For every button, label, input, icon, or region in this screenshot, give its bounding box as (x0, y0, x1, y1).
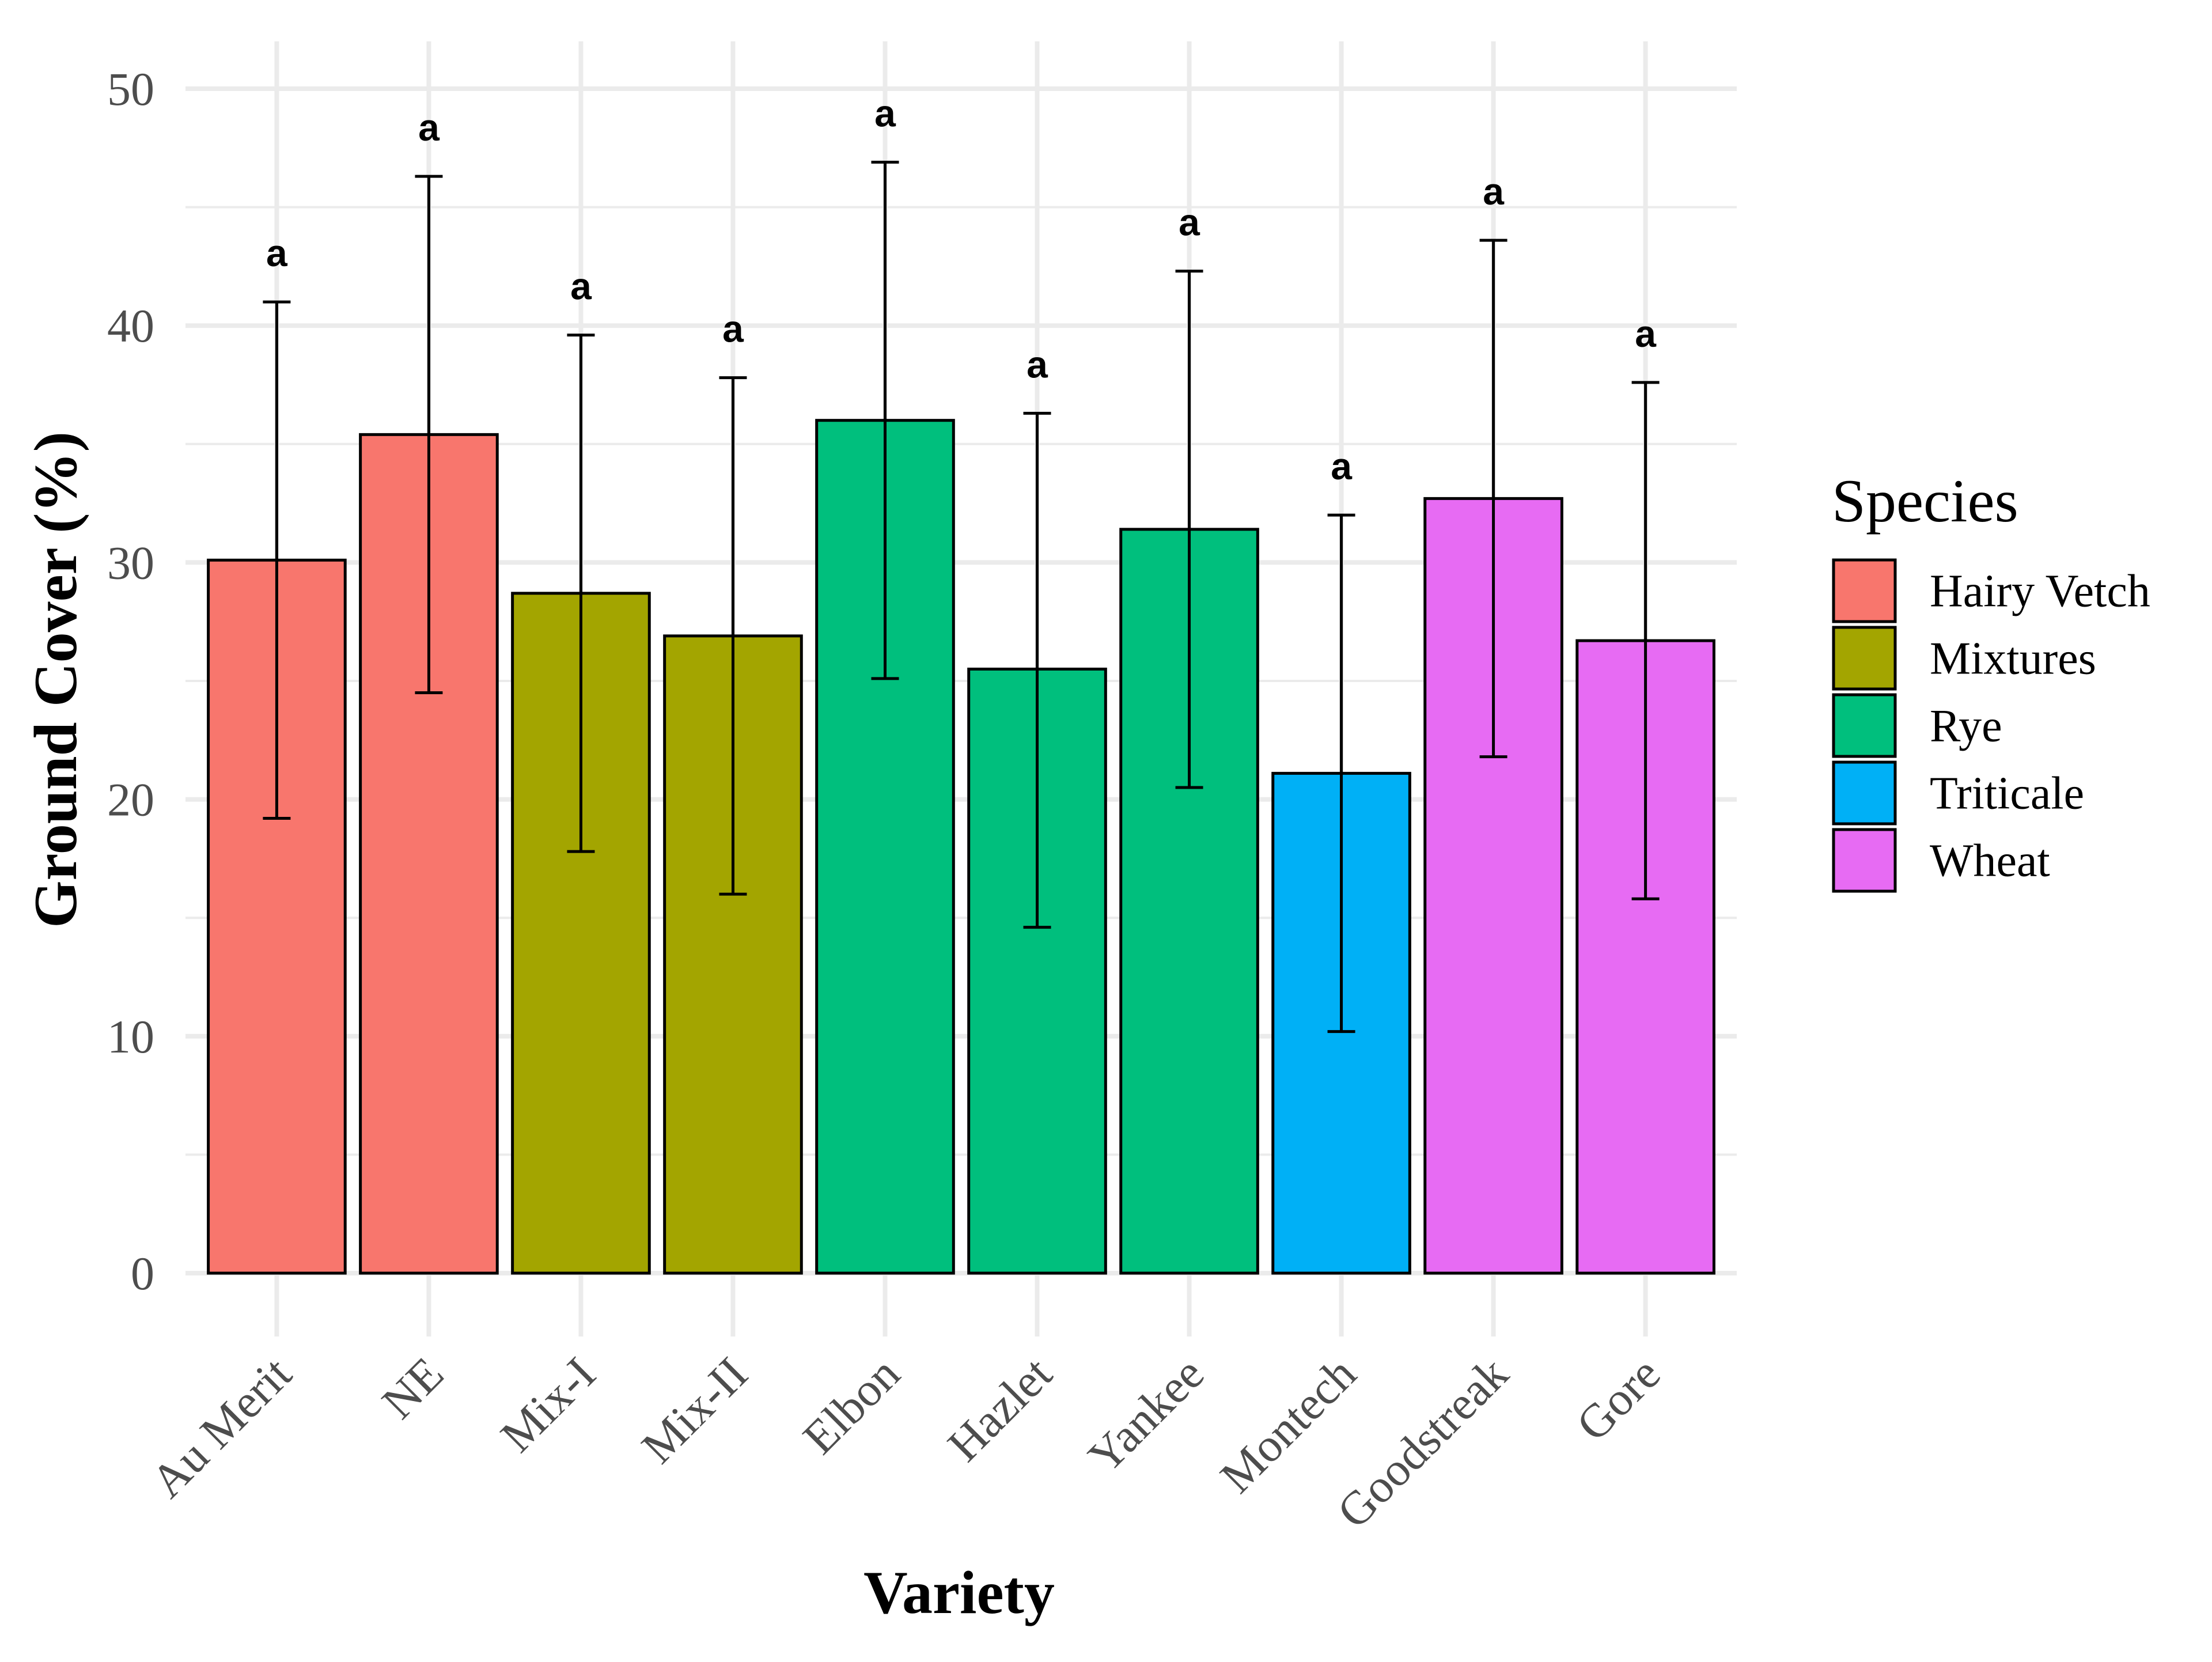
legend-item: Wheat (1832, 828, 2050, 893)
y-axis-ticks: 0 10 20 30 40 50 (107, 63, 154, 1300)
significance-letter: a (1483, 170, 1505, 213)
legend-label: Hairy Vetch (1930, 566, 2150, 617)
legend-item: Hairy Vetch (1832, 558, 2150, 623)
error-bar (415, 175, 443, 695)
legend-label: Wheat (1930, 836, 2050, 887)
error-bar (263, 300, 291, 820)
legend-label: Triticale (1930, 768, 2084, 819)
error-bar (719, 376, 747, 896)
legend: Species Hairy Vetch Mixtures Rye Triticale W… (1832, 467, 2150, 893)
legend-key (1832, 626, 1897, 691)
y-axis-title: Ground Cover (%) (22, 431, 89, 928)
significance-letter: a (570, 265, 592, 308)
legend-item: Triticale (1832, 760, 2084, 826)
y-tick-label: 20 (107, 774, 154, 826)
error-bars (263, 160, 1660, 1033)
significance-letters: a a a a a a a a a a (266, 92, 1657, 487)
significance-letter: a (874, 92, 896, 134)
legend-key (1832, 828, 1897, 893)
y-tick-label: 40 (107, 300, 154, 352)
significance-letter: a (1027, 343, 1048, 385)
error-bar (1175, 270, 1203, 789)
y-tick-label: 0 (131, 1247, 154, 1300)
legend-title: Species (1832, 467, 2018, 535)
significance-letter: a (1635, 312, 1657, 355)
legend-key (1832, 693, 1897, 758)
significance-letter: a (418, 106, 440, 149)
x-axis-title: Variety (863, 1559, 1055, 1626)
y-tick-label: 10 (107, 1010, 154, 1063)
significance-letter: a (266, 232, 288, 274)
y-tick-label: 50 (107, 63, 154, 115)
significance-letter: a (1179, 201, 1200, 244)
y-tick-label: 30 (107, 536, 154, 589)
error-bar (1479, 238, 1508, 759)
legend-item: Mixtures (1832, 626, 2096, 691)
legend-items: Hairy Vetch Mixtures Rye Triticale Wheat (1832, 558, 2150, 893)
legend-key (1832, 760, 1897, 826)
error-bar (1023, 411, 1051, 929)
legend-label: Rye (1930, 701, 2002, 752)
significance-letter: a (1331, 445, 1353, 487)
significance-letter: a (722, 308, 744, 350)
error-bar (567, 334, 595, 853)
legend-item: Rye (1832, 693, 2002, 758)
error-bar (1327, 513, 1355, 1033)
legend-label: Mixtures (1930, 634, 2096, 684)
error-bar (871, 160, 899, 680)
legend-key (1832, 558, 1897, 623)
error-bar (1631, 381, 1660, 900)
